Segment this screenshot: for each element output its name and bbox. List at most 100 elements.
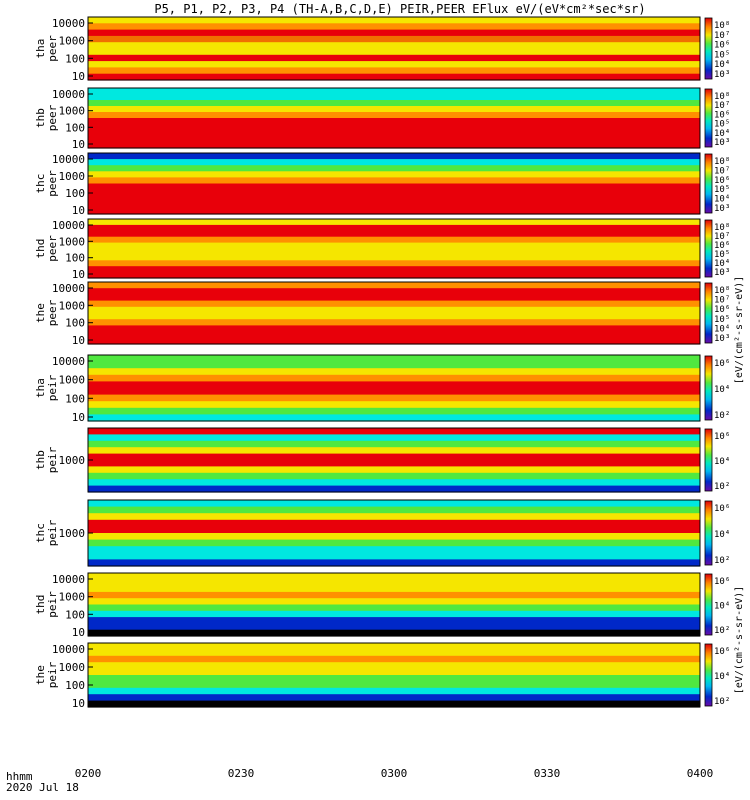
heatmap-band (88, 559, 700, 567)
y-tick-label: 1000 (59, 661, 86, 674)
colorbar-tick-label: 10⁸ (714, 223, 730, 233)
y-axis-label: the (34, 665, 47, 685)
heatmap-band (88, 260, 700, 267)
colorbar-tick-label: 10⁴ (714, 195, 730, 205)
heatmap-band (88, 466, 700, 474)
y-axis-label: peir (46, 591, 59, 618)
heatmap-band (88, 94, 700, 101)
heatmap-band (88, 61, 700, 68)
y-axis-label: tha (34, 378, 47, 398)
y-axis-label: the (34, 303, 47, 323)
colorbar (704, 500, 713, 566)
colorbar-tick-label: 10⁴ (714, 129, 730, 139)
colorbar-tick-label: 10⁸ (714, 92, 730, 102)
colorbar (704, 17, 713, 80)
heatmap-band (88, 526, 700, 534)
colorbar-tick-label: 10⁶ (714, 176, 730, 186)
colorbar-tick-label: 10⁴ (714, 602, 730, 612)
heatmap-band (88, 118, 700, 125)
heatmap-band (88, 224, 700, 232)
heatmap-band (88, 142, 700, 149)
y-tick-label: 100 (65, 52, 85, 65)
heatmap-band (88, 153, 700, 160)
heatmap-band (88, 604, 700, 612)
colorbar (704, 282, 713, 344)
heatmap-band (88, 248, 700, 255)
heatmap-band (88, 519, 700, 527)
y-axis-label: peer (46, 299, 59, 326)
colorbar-tick-label: 10⁵ (714, 120, 730, 130)
colorbar-tick-label: 10³ (714, 268, 730, 278)
y-tick-label: 10 (72, 204, 85, 217)
heatmap-band (88, 306, 700, 314)
y-tick-label: 10000 (52, 355, 85, 368)
heatmap-band (88, 453, 700, 461)
colorbar-tick-label: 10² (714, 626, 730, 636)
heatmap-band (88, 629, 700, 637)
y-tick-label: 10000 (52, 17, 85, 30)
heatmap-band (88, 591, 700, 599)
colorbar (704, 219, 713, 278)
colorbar-tick-label: 10⁴ (714, 385, 730, 395)
y-axis-label: thc (34, 523, 47, 543)
colorbar-tick-label: 10³ (714, 138, 730, 148)
heatmap-band (88, 479, 700, 487)
heatmap-band (88, 17, 700, 24)
x-tick-label: 0400 (686, 767, 714, 780)
heatmap-band (88, 585, 700, 593)
y-tick-label: 1000 (59, 170, 86, 183)
heatmap-band (88, 236, 700, 244)
panel-thb-peir: 1000 thb peir 10⁶ 10⁴ 10² (34, 427, 730, 493)
y-tick-label: 1000 (59, 591, 86, 604)
y-axis-label: thb (34, 450, 47, 470)
y-axis-label: peer (46, 170, 59, 197)
y-tick-label: 1000 (59, 105, 86, 118)
panel-thd-peir: 10000 1000 100 10 thd peir 10⁶ 10⁴ 10² (34, 572, 730, 639)
heatmap-band (88, 254, 700, 261)
heatmap-band (88, 130, 700, 137)
x-tick-label: 0200 (74, 767, 102, 780)
colorbar-tick-label: 10⁶ (714, 110, 730, 120)
heatmap-band (88, 675, 700, 682)
colorbar (704, 428, 713, 492)
heatmap-band (88, 272, 700, 279)
heatmap-band (88, 428, 700, 435)
heatmap-band (88, 171, 700, 178)
heatmap-band (88, 394, 700, 402)
y-tick-label: 100 (65, 608, 85, 621)
heatmap-band (88, 112, 700, 119)
heatmap-band (88, 325, 700, 333)
colorbar-tick-label: 10⁶ (714, 432, 730, 442)
y-tick-label: 10000 (52, 573, 85, 586)
heatmap-band (88, 88, 700, 95)
y-tick-label: 10000 (52, 153, 85, 166)
heatmap-band (88, 54, 700, 62)
heatmap-band (88, 195, 700, 203)
y-tick-label: 100 (65, 252, 85, 265)
heatmap-band (88, 23, 700, 31)
heatmap-band (88, 623, 700, 631)
heatmap-band (88, 100, 700, 107)
heatmap-band (88, 288, 700, 295)
heatmap-band (88, 388, 700, 396)
heatmap-band (88, 643, 700, 650)
colorbar-tick-label: 10⁴ (714, 530, 730, 540)
heatmap-band (88, 73, 700, 81)
x-tick-label: 0230 (227, 767, 255, 780)
heatmap-band (88, 355, 700, 363)
heatmap-band (88, 579, 700, 587)
y-axis-label: peir (46, 374, 59, 401)
colorbar-tick-label: 10⁵ (714, 315, 730, 325)
colorbar-tick-label: 10² (714, 556, 730, 566)
heatmap-band (88, 407, 700, 415)
colorbar-tick-label: 10⁶ (714, 577, 730, 587)
y-tick-label: 10 (72, 626, 85, 639)
panel-frame (87, 152, 701, 215)
colorbar-tick-label: 10⁴ (714, 60, 730, 70)
heatmap-band (88, 598, 700, 606)
heatmap-band (88, 230, 700, 238)
